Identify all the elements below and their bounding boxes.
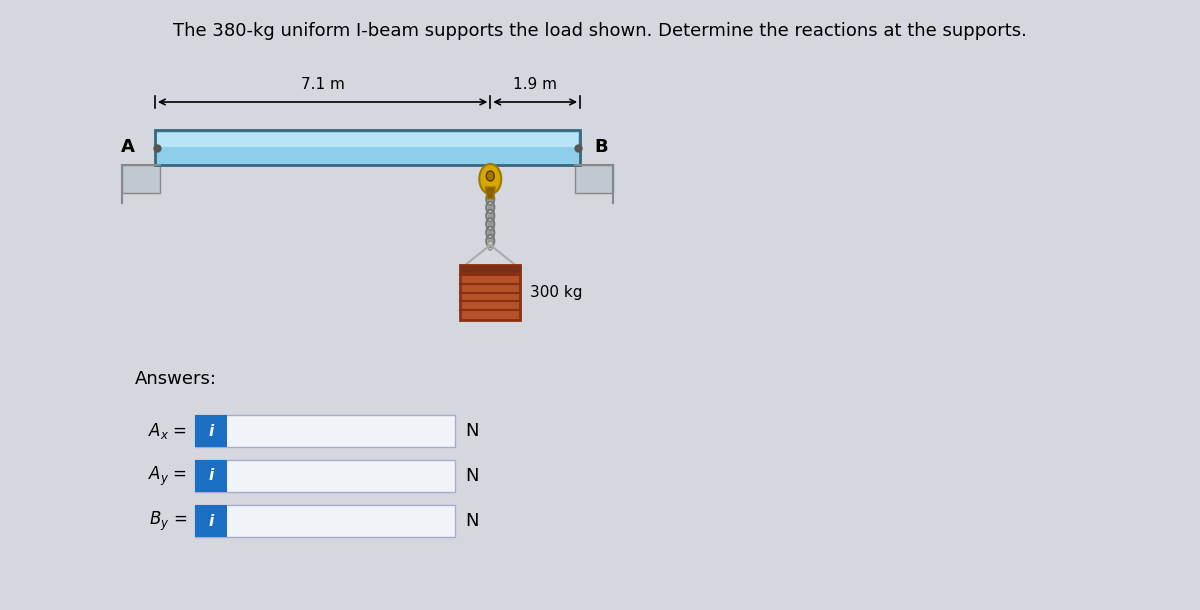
Bar — [461, 265, 521, 320]
Text: The 380-kg uniform I-beam supports the load shown. Determine the reactions at th: The 380-kg uniform I-beam supports the l… — [173, 22, 1027, 40]
Text: $A_x$ =: $A_x$ = — [148, 421, 187, 441]
Text: N: N — [466, 512, 479, 530]
Bar — [122, 165, 160, 193]
Bar — [155, 130, 580, 165]
Bar — [461, 265, 521, 273]
Bar — [194, 460, 227, 492]
Bar — [194, 460, 455, 492]
Bar — [194, 415, 455, 447]
Ellipse shape — [479, 164, 502, 194]
Text: i: i — [209, 423, 214, 439]
Text: 300 kg: 300 kg — [530, 285, 583, 300]
Text: i: i — [209, 514, 214, 528]
Bar — [194, 505, 455, 537]
Polygon shape — [485, 187, 496, 199]
Text: A: A — [121, 138, 134, 157]
Bar — [194, 505, 227, 537]
Text: i: i — [209, 468, 214, 484]
Bar — [194, 415, 227, 447]
Text: 7.1 m: 7.1 m — [301, 77, 344, 92]
Text: $A_y$ =: $A_y$ = — [148, 464, 187, 487]
Bar — [575, 165, 613, 193]
Text: B: B — [594, 138, 607, 157]
Text: N: N — [466, 467, 479, 485]
Text: $B_y$ =: $B_y$ = — [149, 509, 187, 533]
Ellipse shape — [486, 171, 494, 181]
Text: N: N — [466, 422, 479, 440]
Text: 1.9 m: 1.9 m — [514, 77, 557, 92]
Bar — [157, 133, 578, 147]
Text: Answers:: Answers: — [134, 370, 217, 388]
